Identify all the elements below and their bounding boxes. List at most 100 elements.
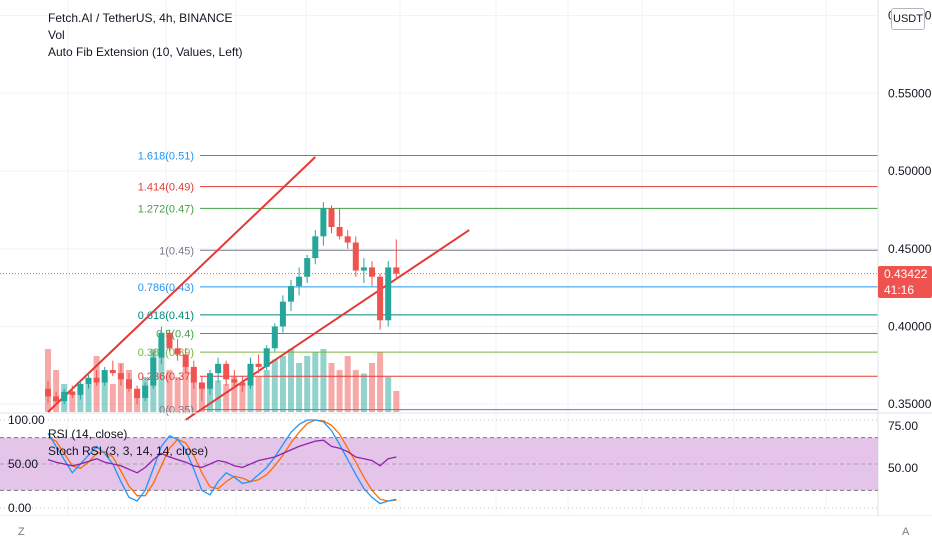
candle-body[interactable] xyxy=(61,391,68,402)
stoch-d-line xyxy=(47,419,397,502)
candle-body[interactable] xyxy=(166,332,173,349)
fib-level-label: 1.618(0.51) xyxy=(138,150,194,162)
volume-bar xyxy=(393,391,400,412)
candle-body[interactable] xyxy=(77,384,84,395)
candle-body[interactable] xyxy=(393,267,400,274)
candle-body[interactable] xyxy=(336,226,343,237)
candle-body[interactable] xyxy=(207,373,213,389)
rsi-left-tick-label: 0.00 xyxy=(8,501,32,515)
volume-bar xyxy=(77,387,84,412)
candle-body[interactable] xyxy=(231,379,238,383)
rsi-left-tick-label: 50.00 xyxy=(8,457,38,471)
chart-legend: Fetch.AI / TetherUS, 4h, BINANCE Vol Aut… xyxy=(48,10,243,61)
volume-bar xyxy=(369,363,375,412)
fib-level-label: 1.272(0.47) xyxy=(138,203,194,215)
candle-body[interactable] xyxy=(174,348,181,355)
candle-body[interactable] xyxy=(45,388,51,397)
candle-body[interactable] xyxy=(360,267,367,271)
candle-body[interactable] xyxy=(134,388,141,399)
candle-body[interactable] xyxy=(369,267,375,277)
symbol-title[interactable]: Fetch.AI / TetherUS, 4h, BINANCE xyxy=(48,11,233,25)
volume-bar xyxy=(239,384,246,412)
vol-indicator-label[interactable]: Vol xyxy=(48,28,65,42)
price-axis-tick-label: 0.45000 xyxy=(888,242,932,256)
stoch-rsi-indicator-label[interactable]: Stoch RSI (3, 3, 14, 14, close) xyxy=(48,444,209,458)
volume-bar xyxy=(279,356,286,412)
volume-bar xyxy=(101,377,108,412)
price-axis-tick-label: 0.40000 xyxy=(888,319,932,333)
candle-body[interactable] xyxy=(377,276,384,321)
fib-level-label: 0.618(0.41) xyxy=(138,310,194,322)
candle-body[interactable] xyxy=(320,208,327,237)
volume-bar xyxy=(223,384,230,412)
volume-bar xyxy=(109,384,116,412)
candle-body[interactable] xyxy=(158,332,165,358)
volume-bar xyxy=(385,377,392,412)
candle-body[interactable] xyxy=(223,363,230,380)
candle-body[interactable] xyxy=(101,370,108,383)
candle-body[interactable] xyxy=(69,391,76,395)
candle-body[interactable] xyxy=(328,208,335,227)
candle-body[interactable] xyxy=(182,354,189,367)
volume-bar xyxy=(344,356,351,412)
candle-body[interactable] xyxy=(279,301,286,327)
volume-bar xyxy=(158,342,165,412)
candle-body[interactable] xyxy=(239,382,246,386)
rsi-indicator-label[interactable]: RSI (14, close) xyxy=(48,427,128,441)
candle-body[interactable] xyxy=(288,286,294,302)
candle-body[interactable] xyxy=(190,366,197,383)
fib-indicator-label[interactable]: Auto Fib Extension (10, Values, Left) xyxy=(48,45,243,59)
auto-scale-button[interactable]: A xyxy=(902,526,910,538)
candle-body[interactable] xyxy=(215,363,222,374)
candle-body[interactable] xyxy=(304,258,311,277)
volume-bar xyxy=(190,370,197,412)
candle-body[interactable] xyxy=(263,348,270,367)
fib-level-label: 0.786(0.43) xyxy=(138,282,194,294)
bottom-toolbar xyxy=(0,516,932,550)
price-axis-tick-label: 0.50000 xyxy=(888,164,932,178)
volume-bar xyxy=(312,352,319,412)
candle-body[interactable] xyxy=(296,276,303,287)
volume-bar xyxy=(304,356,311,412)
candle-body[interactable] xyxy=(352,242,359,271)
candle-body[interactable] xyxy=(126,379,132,389)
volume-bar xyxy=(360,373,367,412)
candle-body[interactable] xyxy=(271,326,278,349)
volume-bar xyxy=(117,363,124,412)
timezone-button[interactable]: Z xyxy=(18,526,25,538)
fib-level-label: 1(0.45) xyxy=(159,245,194,257)
candle-body[interactable] xyxy=(109,370,116,374)
volume-bar xyxy=(336,370,343,412)
volume-bar xyxy=(271,359,278,412)
candle-body[interactable] xyxy=(385,267,392,321)
volume-bar xyxy=(69,391,76,412)
trend-line[interactable] xyxy=(47,156,316,413)
candle-body[interactable] xyxy=(247,363,254,386)
currency-button[interactable]: USDT xyxy=(891,8,925,30)
volume-bar xyxy=(377,352,384,412)
candle-body[interactable] xyxy=(312,236,319,259)
candle-body[interactable] xyxy=(53,396,60,402)
fib-level-label: 1.414(0.49) xyxy=(138,182,194,194)
last-price-value: 0.43422 xyxy=(884,267,928,281)
volume-bar xyxy=(174,377,181,412)
candle-body[interactable] xyxy=(93,377,100,383)
candle-body[interactable] xyxy=(198,382,205,389)
volume-bar xyxy=(255,377,262,412)
volume-bar xyxy=(166,370,173,412)
last-price-tag: 0.43422 41:16 xyxy=(878,266,932,298)
candle-body[interactable] xyxy=(117,373,124,380)
candle-body[interactable] xyxy=(142,385,149,399)
candle-body[interactable] xyxy=(150,357,157,386)
candle-body[interactable] xyxy=(255,363,262,367)
candle-body[interactable] xyxy=(344,236,351,243)
candle-body[interactable] xyxy=(85,377,92,385)
volume-bar xyxy=(320,349,327,412)
trend-line[interactable] xyxy=(185,229,470,421)
rsi-right-tick-label: 75.00 xyxy=(888,419,918,433)
stoch-k-line xyxy=(47,419,397,505)
volume-bar xyxy=(182,363,189,412)
bar-countdown: 41:16 xyxy=(884,283,915,297)
volume-bar xyxy=(53,370,60,412)
